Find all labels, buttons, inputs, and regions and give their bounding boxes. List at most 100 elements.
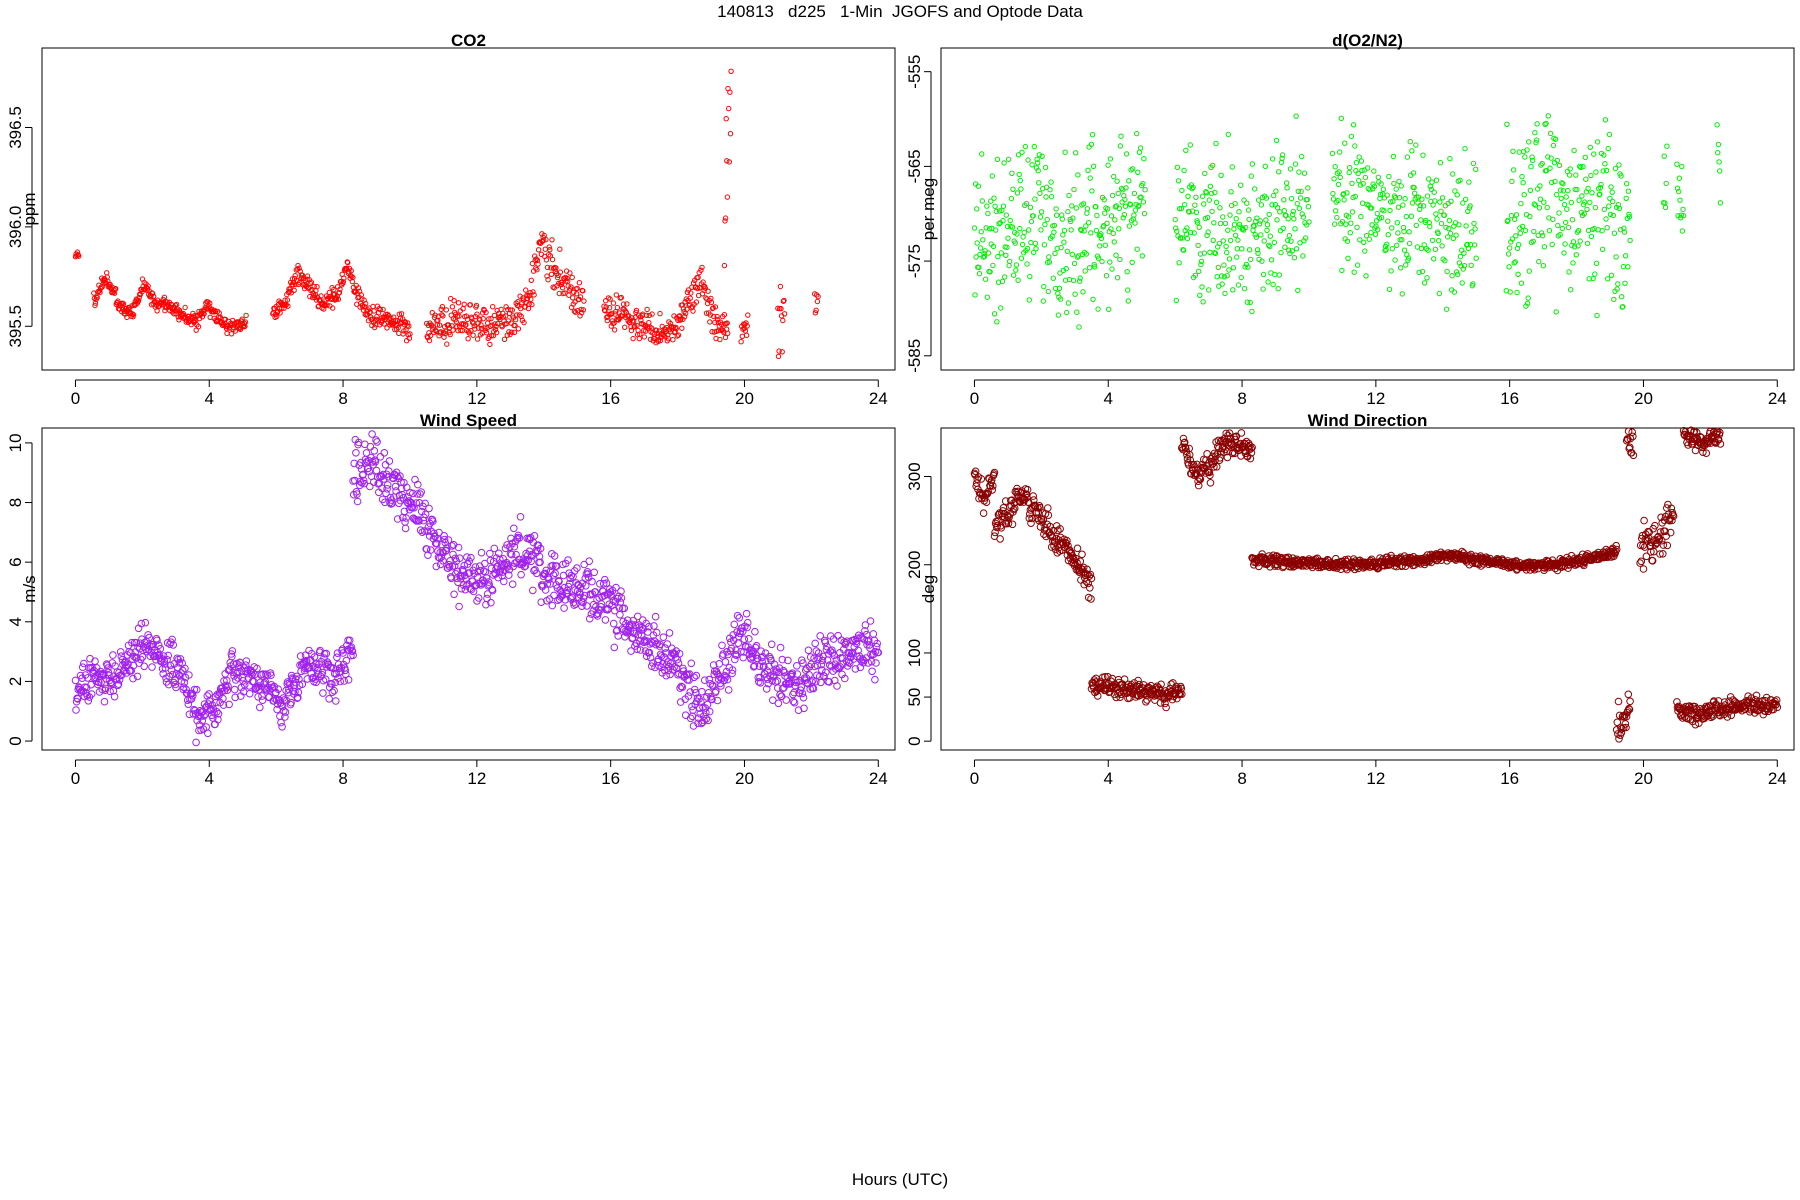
- data-point: [1624, 427, 1633, 436]
- data-point: [345, 636, 354, 645]
- data-point: [80, 659, 88, 668]
- y-tick-label: 200: [905, 551, 924, 579]
- data-point: [750, 662, 759, 670]
- data-point: [383, 481, 392, 489]
- data-point: [1534, 121, 1540, 127]
- data-point: [192, 312, 198, 319]
- data-point: [1274, 217, 1280, 223]
- data-point: [1668, 516, 1676, 525]
- data-point: [483, 594, 491, 603]
- data-point: [1008, 520, 1017, 529]
- data-point: [1192, 272, 1199, 279]
- data-point: [324, 302, 330, 308]
- data-point: [601, 616, 610, 624]
- data-point: [1390, 153, 1397, 160]
- data-point: [1017, 177, 1023, 184]
- data-point: [370, 303, 376, 310]
- data-point: [1073, 150, 1079, 156]
- data-point: [1288, 195, 1295, 202]
- data-point: [348, 268, 354, 274]
- data-point: [1134, 246, 1140, 252]
- data-point: [1002, 274, 1008, 280]
- data-point: [1416, 269, 1422, 276]
- data-point: [1212, 438, 1220, 446]
- data-point: [1447, 230, 1454, 237]
- data-point: [149, 640, 157, 649]
- data-point: [1344, 238, 1351, 244]
- data-point: [616, 598, 625, 606]
- data-point: [707, 312, 714, 318]
- data-point: [852, 639, 861, 648]
- data-point: [1296, 205, 1303, 212]
- data-point: [700, 716, 708, 725]
- data-point: [1337, 174, 1343, 181]
- data-point: [743, 332, 750, 338]
- data-point: [113, 286, 119, 292]
- data-point: [776, 643, 785, 652]
- data-point: [483, 590, 492, 598]
- data-point: [207, 300, 213, 306]
- wind-direction-title: Wind Direction: [1308, 411, 1428, 430]
- data-point: [547, 253, 553, 259]
- data-point: [1097, 243, 1103, 249]
- data-point: [1669, 512, 1678, 521]
- data-point: [342, 656, 351, 665]
- data-point: [1342, 140, 1348, 146]
- data-point: [812, 647, 821, 655]
- data-point: [1280, 225, 1286, 232]
- data-point: [1612, 545, 1621, 554]
- data-point: [1657, 536, 1666, 545]
- data-point: [1457, 177, 1463, 184]
- data-point: [1085, 572, 1094, 581]
- data-point: [1027, 273, 1033, 280]
- data-point: [1378, 215, 1385, 221]
- data-point: [1527, 187, 1534, 194]
- data-point: [1524, 147, 1530, 153]
- data-point: [1674, 185, 1681, 191]
- data-point: [549, 237, 555, 243]
- data-point: [1335, 181, 1342, 188]
- data-point: [1073, 205, 1080, 211]
- data-point: [983, 225, 989, 231]
- data-point: [1293, 246, 1300, 252]
- data-point: [1658, 519, 1666, 527]
- data-point: [722, 218, 728, 224]
- data-point: [1227, 237, 1234, 244]
- data-point: [1271, 192, 1277, 199]
- data-point: [1563, 553, 1571, 562]
- data-point: [627, 620, 636, 629]
- data-point: [1373, 218, 1380, 224]
- data-point: [1196, 224, 1202, 231]
- data-point: [1425, 176, 1432, 182]
- data-point: [775, 353, 782, 360]
- data-point: [1075, 172, 1081, 178]
- data-point: [149, 290, 156, 297]
- data-point: [1042, 221, 1048, 228]
- data-point: [483, 309, 489, 316]
- data-point: [743, 618, 752, 627]
- data-point: [1527, 213, 1533, 220]
- data-point: [620, 301, 627, 307]
- data-point: [1399, 291, 1406, 297]
- data-point: [1593, 169, 1599, 175]
- data-point: [611, 320, 617, 326]
- data-point: [171, 680, 180, 689]
- data-point: [1212, 250, 1219, 257]
- data-point: [367, 453, 375, 462]
- y-tick-label: 0: [905, 736, 924, 745]
- data-point: [687, 659, 696, 668]
- data-point: [1437, 160, 1444, 166]
- data-point: [534, 267, 540, 273]
- data-point: [1396, 178, 1402, 185]
- data-point: [465, 336, 471, 342]
- data-point: [646, 320, 652, 326]
- x-tick-label: 8: [338, 389, 347, 408]
- data-point: [1427, 223, 1433, 230]
- data-point: [1559, 180, 1565, 186]
- data-point: [383, 311, 389, 318]
- data-point: [861, 621, 870, 629]
- data-point: [1542, 121, 1548, 128]
- data-point: [799, 659, 807, 667]
- data-point: [979, 509, 988, 518]
